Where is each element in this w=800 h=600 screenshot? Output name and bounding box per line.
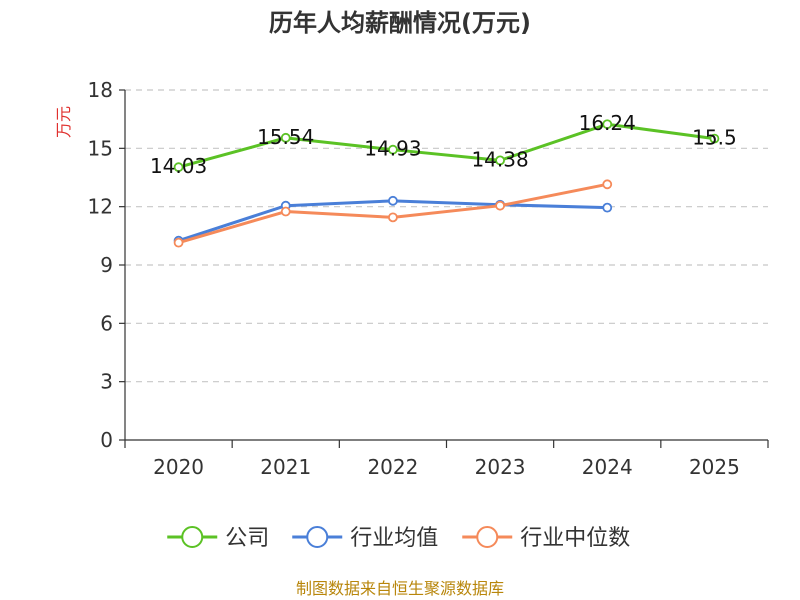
- y-tick-label: 18: [88, 78, 113, 102]
- data-point: [280, 132, 291, 143]
- data-label: 15.54: [257, 125, 314, 149]
- data-label: 15.5: [692, 126, 737, 150]
- data-point: [602, 202, 613, 213]
- series-line: [177, 122, 716, 169]
- y-tick-label: 15: [88, 136, 113, 160]
- y-tick-label: 3: [100, 370, 113, 394]
- legend-marker: [306, 526, 329, 548]
- data-point: [602, 119, 613, 130]
- data-point: [495, 200, 505, 211]
- x-tick-label: 2025: [689, 455, 740, 479]
- y-tick-label: 12: [88, 195, 113, 219]
- source-note: 制图数据来自恒生聚源数据库: [296, 579, 504, 598]
- x-tick-label: 2024: [582, 455, 633, 479]
- data-point: [495, 155, 505, 166]
- data-labels: 14.03 15.54 14.93 14.38 16.24 15.5: [150, 111, 737, 178]
- data-point: [388, 212, 398, 223]
- legend-item[interactable]: 行业中位数: [462, 526, 630, 551]
- y-tick-label: 6: [100, 311, 113, 335]
- y-tick-label: 0: [100, 428, 113, 452]
- x-tick-label: 2023: [475, 455, 526, 479]
- x-tick-label: 2020: [153, 455, 204, 479]
- legend-item[interactable]: 行业均值: [292, 526, 438, 551]
- data-label: 14.38: [471, 147, 528, 171]
- data-point: [173, 162, 184, 173]
- data-point: [602, 179, 613, 190]
- legend-label: 公司: [225, 526, 269, 551]
- data-point: [173, 237, 184, 248]
- axes: 0 3 6 9 12 15 18 2020 2021 2022 2023 2024 2025: [88, 78, 769, 479]
- legend-marker: [476, 526, 499, 548]
- legend-marker: [181, 526, 204, 548]
- data-point: [709, 133, 720, 144]
- data-label: 14.93: [364, 137, 421, 161]
- data-point: [280, 206, 291, 217]
- series-lines: [173, 119, 720, 248]
- legend[interactable]: 公司 行业均值 行业中位数: [167, 526, 630, 551]
- grid-lines: [125, 89, 768, 383]
- x-tick-label: 2021: [260, 455, 311, 479]
- x-tick-label: 2022: [367, 455, 418, 479]
- data-label: 14.03: [150, 154, 207, 178]
- data-label: 16.24: [579, 111, 636, 135]
- chart-title: 历年人均薪酬情况(万元): [269, 9, 531, 37]
- legend-label: 行业中位数: [520, 526, 630, 551]
- y-tick-label: 9: [100, 253, 113, 277]
- legend-item[interactable]: 公司: [167, 526, 269, 551]
- y-axis-label: 万元: [54, 106, 73, 138]
- legend-label: 行业均值: [350, 526, 438, 551]
- data-point: [388, 144, 398, 155]
- data-point: [388, 195, 398, 206]
